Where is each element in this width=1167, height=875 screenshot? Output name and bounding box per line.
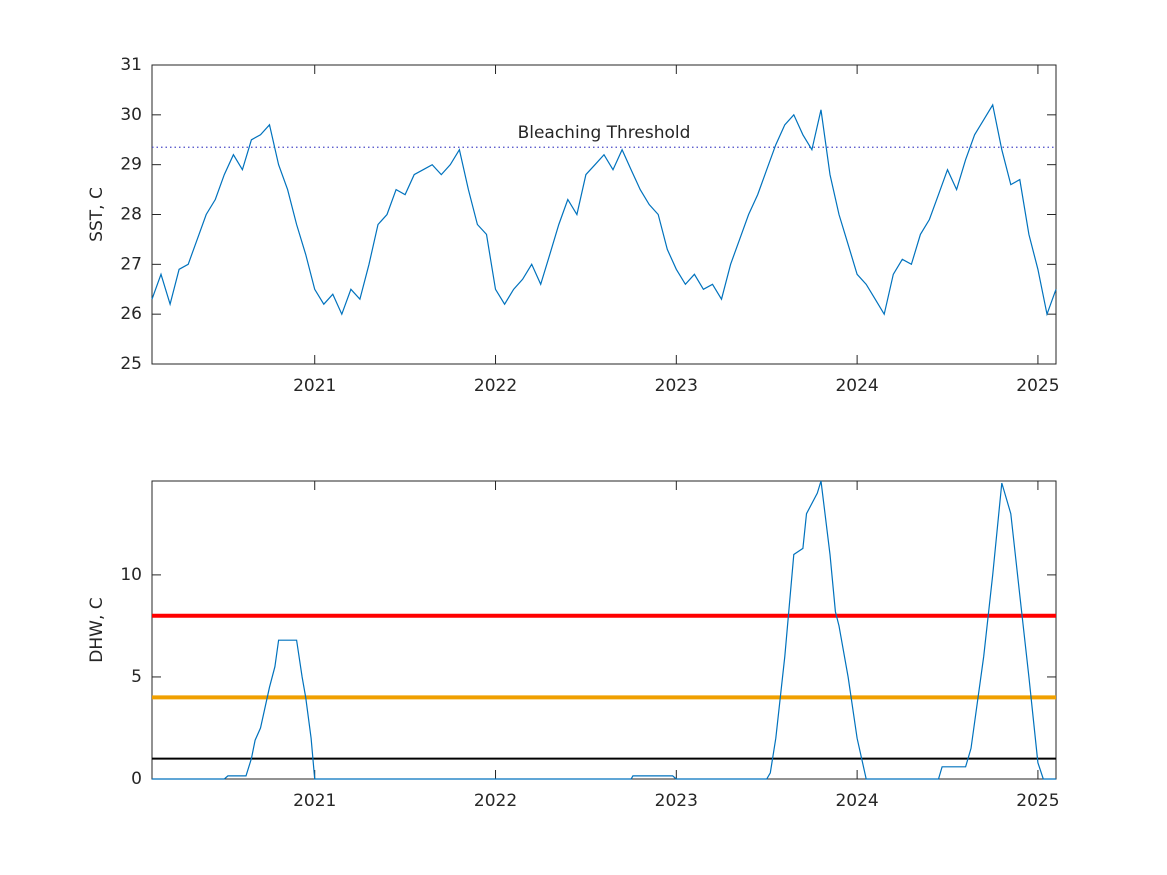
y-tick-label: 5 bbox=[131, 667, 142, 687]
y-axis-label: SST, C bbox=[87, 187, 107, 242]
y-tick-label: 10 bbox=[120, 565, 142, 585]
y-tick-label: 29 bbox=[120, 155, 142, 175]
x-tick-label: 2021 bbox=[293, 376, 336, 396]
y-tick-label: 27 bbox=[120, 254, 142, 274]
x-tick-label: 2024 bbox=[835, 791, 878, 811]
x-tick-label: 2025 bbox=[1016, 376, 1059, 396]
y-axis-label: DHW, C bbox=[87, 597, 107, 662]
y-tick-label: 28 bbox=[120, 205, 142, 225]
x-tick-label: 2023 bbox=[655, 376, 698, 396]
threshold-label: Bleaching Threshold bbox=[518, 123, 691, 143]
y-tick-label: 0 bbox=[131, 769, 142, 789]
data-line bbox=[152, 480, 1056, 780]
y-tick-label: 25 bbox=[120, 354, 142, 374]
data-line bbox=[151, 103, 1057, 317]
x-tick-label: 2022 bbox=[474, 791, 517, 811]
x-tick-label: 2021 bbox=[293, 791, 336, 811]
y-tick-label: 30 bbox=[120, 105, 142, 125]
y-tick-label: 31 bbox=[120, 55, 142, 75]
x-tick-label: 2023 bbox=[655, 791, 698, 811]
x-tick-label: 2025 bbox=[1016, 791, 1059, 811]
x-tick-label: 2022 bbox=[474, 376, 517, 396]
x-tick-label: 2024 bbox=[835, 376, 878, 396]
plot-frame bbox=[151, 480, 1057, 780]
plot-frame bbox=[151, 64, 1057, 365]
y-tick-label: 26 bbox=[120, 304, 142, 324]
